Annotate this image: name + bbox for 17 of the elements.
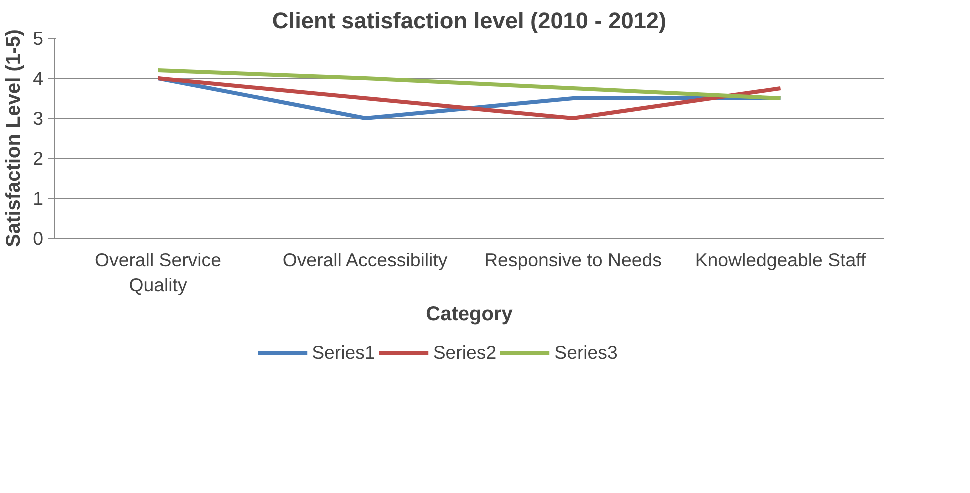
legend-label: Series2 (433, 342, 497, 364)
y-tick-label: 2 (33, 148, 44, 169)
y-tick-label: 3 (33, 108, 44, 129)
legend-label: Series1 (312, 342, 376, 364)
x-tick-label: Overall Accessibility (282, 250, 448, 270)
x-tick-label: Knowledgeable Staff (695, 250, 867, 270)
line-series (156, 68, 783, 100)
y-tick-label: 5 (33, 28, 44, 49)
x-axis-title: Category (426, 304, 514, 326)
y-tick-label: 4 (33, 68, 44, 89)
x-tick-label: Overall Service Quality (95, 250, 222, 296)
chart-title: Client satisfaction level (2010 - 2012) (272, 8, 667, 34)
legend-label: Series3 (554, 342, 618, 364)
y-tick-label: 0 (33, 228, 44, 249)
y-axis-title: Satisfaction Level (1-5) (3, 30, 26, 248)
y-tick-label: 1 (33, 188, 44, 209)
x-tick-label: Responsive to Needs (484, 250, 662, 270)
